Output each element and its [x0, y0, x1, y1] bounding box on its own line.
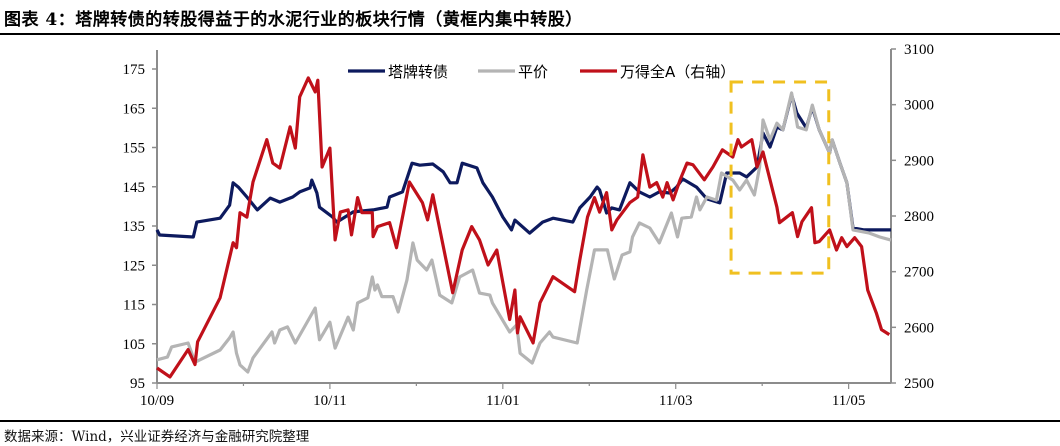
left-tick-label: 155	[123, 141, 146, 157]
source-note: 数据来源：Wind，兴业证券经济与金融研究院整理	[4, 429, 310, 445]
left-tick-label: 95	[130, 376, 145, 392]
series-line-2	[156, 76, 891, 379]
x-tick-label: 11/01	[486, 393, 520, 409]
legend-label-2: 万得全A（右轴）	[620, 63, 735, 81]
x-tick-label: 10/09	[140, 393, 174, 409]
x-tick-label: 11/03	[659, 393, 693, 409]
left-tick-label: 175	[123, 62, 146, 78]
left-tick-label: 165	[123, 101, 146, 117]
x-tick-label: 11/05	[832, 393, 866, 409]
left-tick-label: 125	[123, 258, 146, 274]
legend-label-0: 塔牌转债	[388, 63, 448, 81]
series-line-0	[155, 93, 891, 239]
conversion-highlight-box	[729, 80, 831, 275]
left-tick-label: 115	[123, 298, 145, 314]
left-tick-label: 105	[123, 337, 146, 353]
footer-divider	[0, 420, 1060, 422]
right-tick-label: 2500	[904, 376, 934, 392]
legend-label-1: 平价	[518, 63, 548, 81]
right-tick-label: 2900	[904, 153, 934, 169]
left-tick-label: 145	[123, 180, 146, 196]
series-lines	[155, 76, 892, 379]
x-tick-label: 10/11	[313, 393, 347, 409]
right-tick-label: 2800	[904, 209, 934, 225]
right-tick-label: 3000	[904, 98, 934, 114]
right-tick-label: 2600	[904, 320, 934, 336]
annotations	[729, 80, 831, 275]
series-line-1	[156, 91, 892, 374]
right-tick-label: 3100	[904, 42, 934, 58]
right-tick-label: 2700	[904, 265, 934, 281]
title-divider	[0, 33, 1060, 35]
axes: 95 105 115 125 135 145 155 165 175 2500 2600 2700 28…	[123, 42, 935, 409]
legend: 塔牌转债 平价 万得全A（右轴）	[348, 63, 735, 81]
figure-title: 图表 4：塔牌转债的转股得益于的水泥行业的板块行情（黄框内集中转股）	[4, 10, 583, 30]
left-tick-label: 135	[123, 219, 146, 235]
